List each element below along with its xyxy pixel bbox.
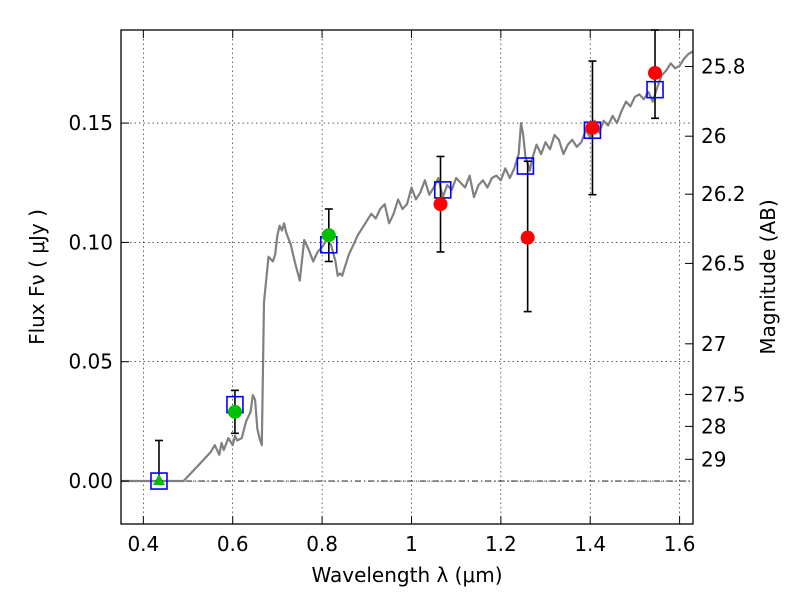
right-tick-label: 26 bbox=[701, 124, 726, 148]
observed-flux-marker bbox=[321, 228, 336, 243]
x-axis-label: Wavelength λ (μm) bbox=[311, 563, 502, 587]
model-spectrum-line bbox=[121, 50, 694, 483]
upper-limit-marker bbox=[152, 474, 165, 486]
right-tick-label: 27.5 bbox=[701, 382, 746, 406]
x-tick-label: 1.2 bbox=[485, 532, 517, 556]
x-tick-label: 0.6 bbox=[217, 532, 249, 556]
right-tick-label: 25.8 bbox=[701, 55, 746, 79]
observed-flux-marker bbox=[585, 120, 600, 135]
x-tick-label: 0.4 bbox=[127, 532, 159, 556]
axis-ticks: 0.4 0.6 0.8 1 1.2 1.4 1.6 0.00 0.05 0.10 0.15 25.8 2… bbox=[68, 30, 746, 556]
model-photometry-marker bbox=[516, 157, 535, 175]
y-tick-label: 0.10 bbox=[68, 230, 113, 254]
model-spectrum bbox=[121, 50, 694, 483]
right-tick-label: 26.2 bbox=[701, 182, 746, 206]
y-axis-label: Flux Fν ( μJy ) bbox=[25, 209, 49, 345]
x-tick-label: 1.4 bbox=[574, 532, 606, 556]
observed-flux-marker bbox=[520, 230, 535, 245]
model-photometry-marker bbox=[646, 80, 664, 99]
right-tick-label: 28 bbox=[701, 414, 726, 438]
x-tick-label: 1 bbox=[405, 532, 418, 556]
observed-flux-marker bbox=[227, 404, 242, 419]
y-tick-label: 0.05 bbox=[68, 350, 113, 374]
right-tick-label: 29 bbox=[701, 447, 726, 471]
y-tick-label: 0.15 bbox=[68, 111, 113, 135]
observed-flux-marker bbox=[648, 65, 663, 80]
x-tick-label: 1.6 bbox=[664, 532, 696, 556]
y-tick-label: 0.00 bbox=[68, 469, 113, 493]
right-axis-label: Magnitude (AB) bbox=[756, 199, 780, 354]
observed-flux-marker bbox=[433, 197, 448, 212]
x-tick-label: 0.8 bbox=[306, 532, 338, 556]
plot-frame bbox=[120, 29, 694, 525]
right-tick-label: 26.5 bbox=[701, 251, 746, 275]
model-photometry-marker bbox=[150, 472, 168, 490]
data-markers bbox=[150, 65, 664, 490]
right-tick-label: 27 bbox=[701, 332, 726, 356]
grid bbox=[121, 30, 693, 524]
